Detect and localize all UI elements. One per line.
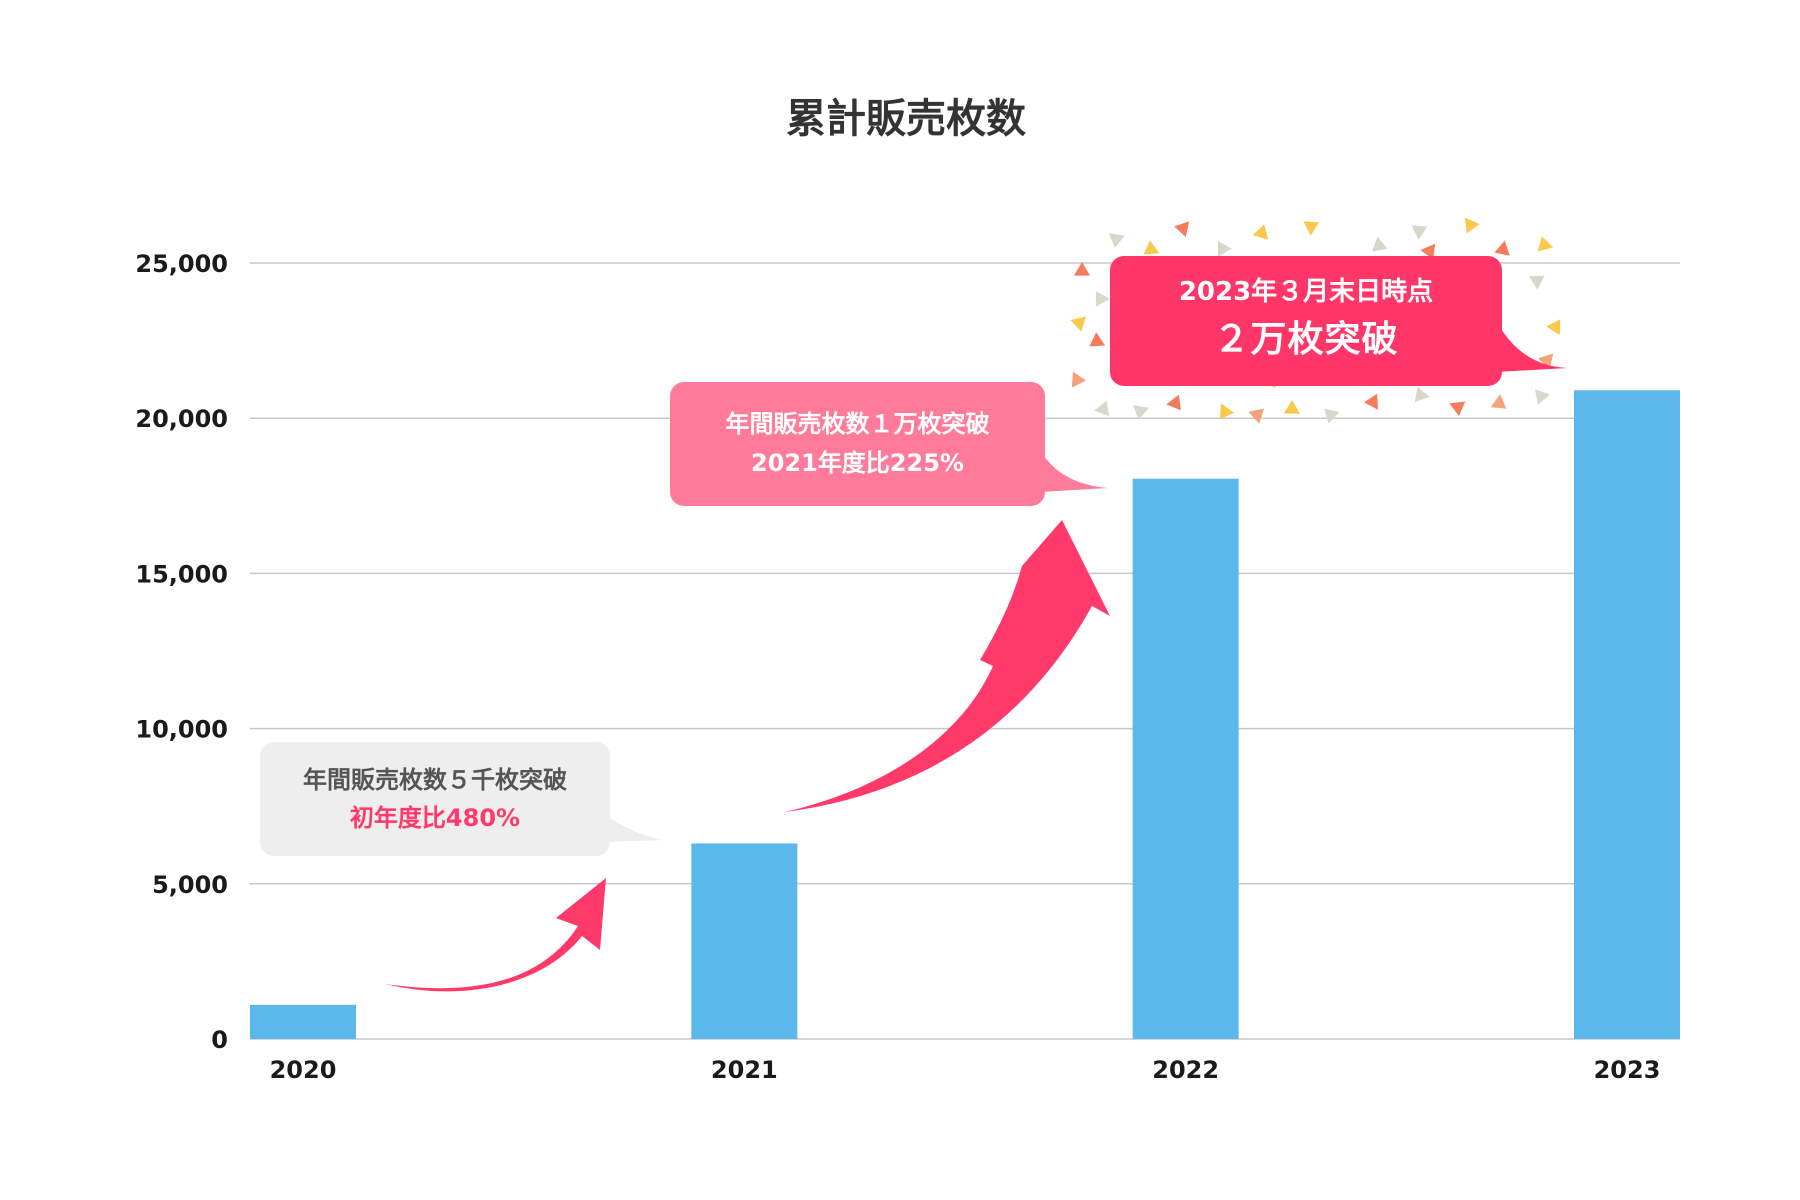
bar-2020: [250, 1004, 356, 1039]
y-tick-label: 25,000: [135, 250, 228, 278]
bars: [250, 390, 1680, 1039]
confetti-triangle: [1095, 291, 1110, 307]
x-axis-ticks: 2020 2021 2022 2023: [270, 1056, 1661, 1084]
confetti-triangle: [1303, 221, 1320, 236]
callout-bubble-2020: [260, 742, 664, 856]
confetti-triangle: [1252, 224, 1269, 240]
confetti-triangle: [1449, 401, 1466, 416]
confetti-triangle: [1324, 408, 1340, 424]
y-axis-ticks: 0 5,000 10,000 15,000 20,000 25,000: [135, 250, 228, 1054]
confetti-triangle: [1364, 393, 1379, 410]
confetti-triangle: [1132, 405, 1149, 420]
confetti-triangle: [1538, 353, 1554, 370]
confetti-triangle: [1414, 386, 1430, 403]
callout-2020-line1: 年間販売枚数５千枚突破: [303, 766, 567, 794]
confetti-triangle: [1537, 236, 1554, 252]
confetti-triangle: [1494, 240, 1510, 256]
y-tick-label: 0: [211, 1026, 228, 1054]
callout-2021-line2: 2021年度比225%: [751, 449, 964, 477]
growth-arrow-2021-2022: [785, 520, 1110, 812]
confetti-triangle: [1094, 400, 1110, 417]
callout-bubble-2023: [1110, 256, 1568, 386]
confetti-triangle: [1217, 241, 1232, 257]
y-tick-label: 5,000: [152, 871, 228, 899]
callout-2021-line1: 年間販売枚数１万枚突破: [725, 410, 990, 438]
confetti-triangle: [1174, 221, 1190, 237]
confetti-triangle: [1166, 394, 1181, 411]
confetti-triangle: [1464, 217, 1480, 234]
callout-2020-line2: 初年度比480%: [349, 804, 521, 832]
callout-2023-line2: ２万枚突破: [1213, 319, 1399, 360]
y-tick-label: 15,000: [135, 560, 228, 588]
x-tick-label: 2023: [1594, 1056, 1661, 1084]
growth-arrow-2020-2021: [385, 878, 606, 992]
callout-2023-line1: 2023年３月末日時点: [1178, 277, 1434, 307]
confetti-triangle: [1528, 275, 1545, 290]
callout-text-2023: 2023年３月末日時点 ２万枚突破: [1110, 256, 1502, 386]
confetti-triangle: [1248, 408, 1264, 424]
bar-2023: [1574, 390, 1680, 1039]
y-tick-label: 10,000: [135, 716, 228, 744]
bar-2022: [1132, 478, 1239, 1039]
confetti-triangle: [1108, 233, 1125, 248]
callout-text-2020: 年間販売枚数５千枚突破 初年度比480%: [260, 742, 610, 856]
confetti-triangle: [1070, 316, 1086, 332]
confetti-triangle: [1490, 394, 1507, 409]
confetti-triangle: [1071, 371, 1086, 388]
x-tick-label: 2020: [270, 1056, 337, 1084]
bar-2021: [691, 843, 798, 1039]
callout-text-2021: 年間販売枚数１万枚突破 2021年度比225%: [670, 382, 1045, 506]
confetti-triangle: [1372, 236, 1388, 252]
x-tick-label: 2021: [711, 1056, 778, 1084]
confetti-triangle: [1219, 403, 1234, 420]
confetti-triangle: [1283, 400, 1300, 414]
chart-title: 累計販売枚数: [786, 96, 1026, 142]
x-tick-label: 2022: [1152, 1056, 1219, 1084]
confetti-triangle: [1411, 225, 1428, 240]
y-tick-label: 20,000: [135, 405, 228, 433]
confetti-triangle: [1546, 319, 1561, 335]
confetti-triangle: [1534, 389, 1550, 405]
confetti-triangle: [1143, 240, 1160, 255]
confetti-decoration: [1070, 217, 1561, 424]
confetti-triangle: [1420, 243, 1436, 260]
callout-bubble-2021: [670, 382, 1108, 506]
confetti-triangle: [1089, 332, 1106, 347]
confetti-triangle: [1074, 262, 1090, 276]
